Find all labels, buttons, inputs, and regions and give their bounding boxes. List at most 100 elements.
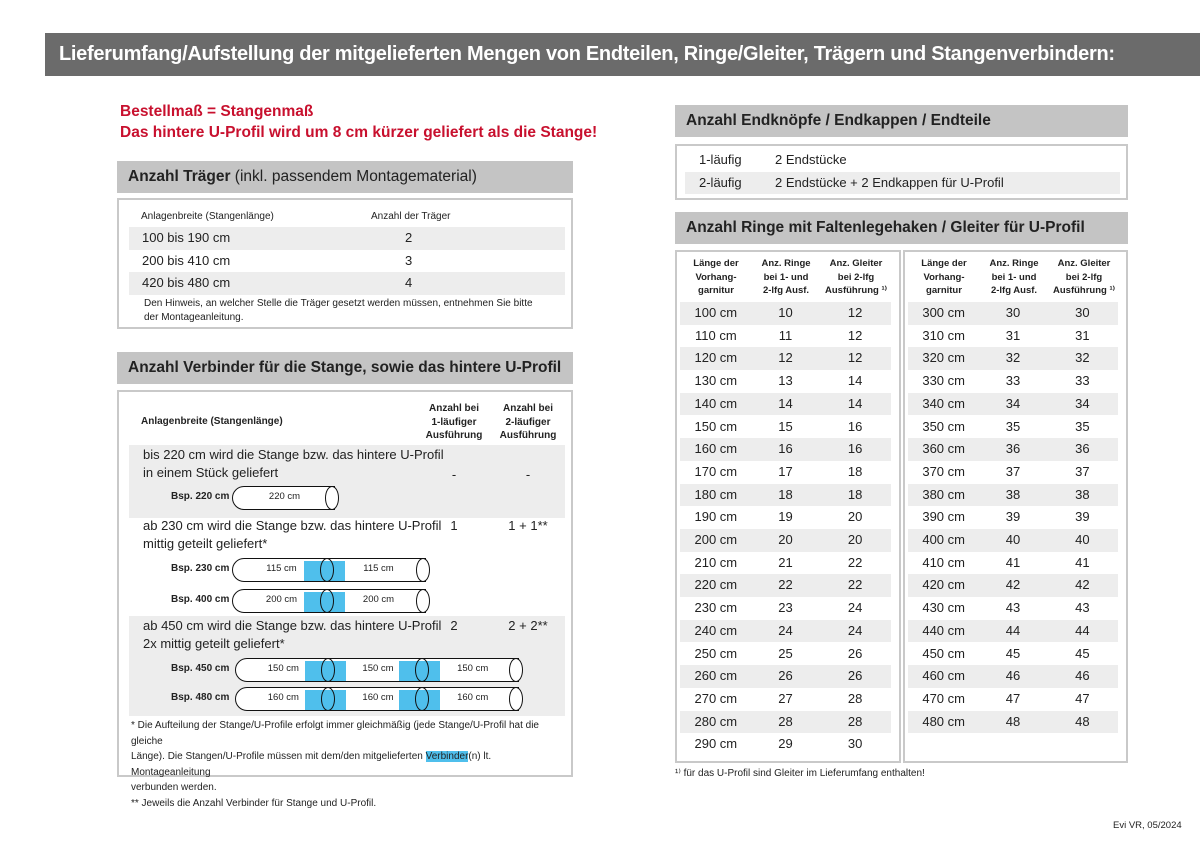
gliders: 22 (847, 554, 863, 570)
length: 430 cm (922, 600, 965, 616)
header-line: 2-lfg Ausf. (762, 285, 810, 296)
rod-end-icon (416, 589, 430, 613)
length: 210 cm (694, 554, 738, 570)
length: 340 cm (922, 395, 965, 411)
length: 230 cm (694, 600, 738, 616)
length: 470 cm (922, 690, 965, 706)
col-header: Anzahl der Träger (371, 211, 451, 222)
rod-end-icon (509, 687, 523, 711)
u-profile-note: Das hintere U-Profil wird um 8 cm kürzer… (120, 124, 598, 141)
value: 2 Endstücke + 2 Endkappen für U-Profil (775, 175, 1004, 190)
endteile-box: 1-läufig 2 Endstücke 2-läufig 2 Endstücke … (675, 144, 1128, 200)
rings: 25 (778, 645, 793, 661)
verbinder-box: Anlagenbreite (Stangenlänge) Anzahl bei 1… (117, 390, 573, 809)
gliders: 30 (1075, 305, 1090, 320)
rings: 40 (1005, 532, 1021, 547)
range: 200 bis 410 cm (142, 252, 231, 268)
rod-end-icon (509, 658, 523, 682)
joint-icon (415, 657, 430, 682)
rings: 24 (778, 622, 793, 638)
verbinder-desc: bis 220 cm wird die Stange bzw. das hint… (143, 447, 444, 462)
ringe-row: 420 cm 42 42 (908, 574, 1118, 598)
header-line: Anz. Ringe (761, 258, 811, 269)
gliders: 16 (847, 441, 863, 457)
length: 280 cm (694, 713, 738, 729)
rod-diagram: 160 cm 160 cm 160 cm (235, 686, 519, 711)
joint-icon (320, 588, 334, 613)
header-line: Anz. Ringe (989, 258, 1039, 269)
gliders: 30 (847, 736, 863, 752)
t: Anzahl bei (502, 403, 553, 414)
rings: 15 (778, 418, 793, 434)
length: 130 cm (694, 373, 738, 389)
header-line: Anz. Gleiter (1057, 258, 1111, 269)
length: 330 cm (922, 373, 965, 389)
traeger-note: der Montageanleitung. (144, 312, 244, 323)
gliders: 14 (847, 373, 863, 389)
segment-length: 115 cm (266, 563, 297, 574)
length: 170 cm (694, 463, 738, 479)
gliders: 47 (1075, 690, 1090, 706)
gliders: 32 (1075, 350, 1090, 366)
page-title: Lieferumfang/Aufstellung der mitgeliefer… (45, 33, 1200, 76)
verbinder-desc: mittig geteilt geliefert* (143, 536, 268, 551)
example-label: Bsp. 480 cm (171, 692, 230, 703)
col-header: Anlagenbreite (Stangenlänge) (141, 211, 274, 222)
ringe-row: 250 cm 25 26 (680, 643, 891, 666)
rod-end-icon (416, 558, 430, 582)
segment-length: 160 cm (267, 692, 299, 703)
rings: 28 (778, 713, 793, 729)
gliders: 34 (1075, 395, 1090, 411)
count-1lfg: 1 (450, 518, 458, 533)
traeger-heading-rest: (inkl. passendem Montagematerial) (230, 168, 477, 185)
ringe-row: 350 cm 35 35 (908, 416, 1118, 439)
gliders: 48 (1075, 713, 1090, 729)
verbinder-footnotes: * Die Aufteilung der Stange/U-Profile er… (131, 718, 571, 811)
segment-length: 200 cm (362, 594, 395, 605)
gliders: 22 (847, 577, 863, 593)
joint-icon (320, 686, 335, 711)
traeger-row: 420 bis 480 cm 4 (129, 272, 565, 295)
rings: 35 (1005, 418, 1021, 434)
header-line: garnitur (698, 285, 734, 296)
count: 3 (405, 252, 413, 268)
traeger-row: 200 bis 410 cm 3 (129, 250, 565, 273)
header-line: bei 2-lfg (1065, 271, 1103, 283)
ringe-row: 400 cm 40 40 (908, 529, 1118, 552)
rings: 48 (1005, 713, 1021, 729)
ringe-row: 330 cm 33 33 (908, 370, 1118, 393)
gliders: 35 (1075, 418, 1090, 434)
gliders: 40 (1075, 532, 1090, 547)
gliders: 33 (1075, 373, 1090, 389)
rings: 12 (778, 350, 793, 366)
length: 450 cm (922, 645, 965, 661)
rings: 41 (1005, 554, 1021, 570)
length: 410 cm (922, 554, 965, 570)
rod-diagram: 150 cm 150 cm 150 cm (235, 657, 519, 682)
rings: 39 (1005, 509, 1021, 525)
ringe-row: 310 cm 31 31 (908, 325, 1118, 348)
t: Ausführung (499, 430, 557, 441)
rod-end-icon (325, 486, 339, 510)
header-line: bei 1- und (991, 271, 1037, 283)
length: 110 cm (694, 327, 737, 343)
t: (n) lt. Montageanleitung (131, 751, 492, 778)
footnote: * Die Aufteilung der Stange/U-Profile er… (131, 720, 539, 747)
range: 420 bis 480 cm (142, 275, 231, 290)
rings: 45 (1005, 645, 1021, 661)
ringe-row: 170 cm 17 18 (680, 461, 891, 484)
verbinder-desc: in einem Stück geliefert (143, 465, 279, 480)
gliders: 18 (847, 463, 863, 479)
ringe-col-header: Länge der Vorhang-garnitur (908, 257, 980, 298)
ringe-row: 360 cm 36 36 (908, 438, 1118, 461)
length: 370 cm (922, 463, 965, 479)
ringe-row: 190 cm 19 20 (680, 506, 891, 529)
rings: 14 (778, 395, 793, 411)
gliders: 24 (847, 600, 863, 616)
example-label: Bsp. 450 cm (171, 663, 230, 674)
ringe-col-header: Länge der Vorhang-garnitur (680, 257, 752, 298)
length: 260 cm (694, 668, 738, 684)
length: 190 cm (694, 509, 738, 525)
ringe-row: 180 cm 18 18 (680, 483, 891, 507)
rings: 36 (1005, 441, 1021, 457)
